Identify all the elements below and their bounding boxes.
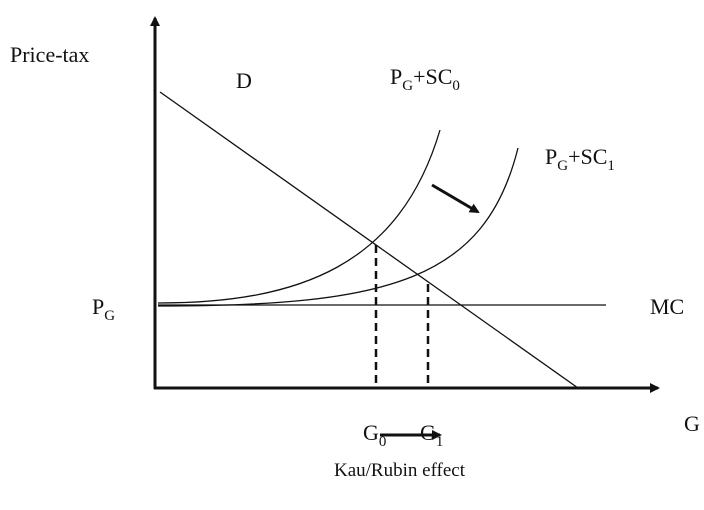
g1-label: G1 — [420, 420, 443, 450]
x-axis-label: G — [684, 411, 700, 436]
mc-label: MC — [650, 294, 684, 319]
label-part: G — [363, 420, 379, 445]
sc0-label: PG+SC0 — [390, 64, 460, 94]
y-axis-label: Price-tax — [10, 42, 89, 67]
price-label: PG — [92, 294, 115, 324]
label-part: P — [390, 64, 402, 89]
label-part: P — [92, 294, 104, 319]
demand-line — [159, 91, 579, 389]
subscript: 0 — [452, 78, 460, 94]
label-part: +SC — [413, 64, 452, 89]
label-part: G — [420, 420, 436, 445]
sc1-label: PG+SC1 — [545, 144, 615, 174]
subscript: G — [104, 308, 115, 324]
sc1-curve — [157, 147, 519, 307]
subscript: 0 — [379, 434, 387, 450]
demand-label: D — [236, 68, 252, 93]
shift-arrow — [431, 183, 480, 214]
subscript: G — [557, 158, 568, 174]
label-part: P — [545, 144, 557, 169]
subscript: 1 — [436, 434, 444, 450]
sc0-curve — [157, 129, 441, 304]
g0-label: G0 — [363, 420, 386, 450]
label-part: +SC — [568, 144, 607, 169]
subscript: 1 — [607, 158, 615, 174]
subscript: G — [402, 78, 413, 94]
effect-label: Kau/Rubin effect — [334, 460, 466, 481]
